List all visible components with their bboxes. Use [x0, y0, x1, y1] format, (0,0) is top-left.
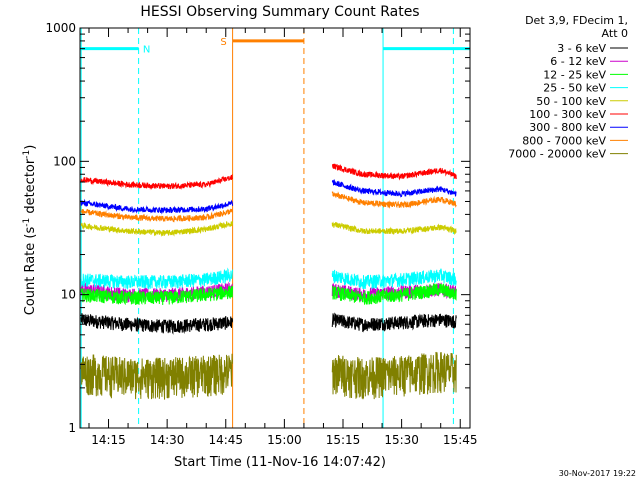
- y-axis-label-sup2: -1: [22, 150, 32, 159]
- footer-timestamp: 30-Nov-2017 19:22: [559, 469, 636, 478]
- y-tick-label: 10: [61, 288, 76, 302]
- legend-label: 6 - 12 keV: [550, 55, 606, 68]
- chart-title: HESSI Observing Summary Count Rates: [140, 4, 419, 20]
- x-tick-label: 15:00: [267, 433, 302, 447]
- x-axis-label: Start Time (11-Nov-16 14:07:42): [174, 455, 386, 470]
- series-line: [332, 163, 457, 181]
- legend-label: 3 - 6 keV: [557, 42, 606, 55]
- x-tick-label: 14:15: [91, 433, 126, 447]
- series-line: [331, 191, 457, 209]
- series-line: [80, 221, 234, 237]
- legend-header: Att 0: [602, 27, 628, 40]
- series-line: [80, 353, 234, 400]
- y-tick-label: 1000: [45, 21, 76, 35]
- y-axis-label-main: Count Rate (s: [23, 227, 38, 316]
- series-line: [80, 208, 234, 223]
- marker-label: S: [220, 37, 226, 48]
- series-line: [80, 173, 233, 191]
- legend-label: 7000 - 20000 keV: [508, 148, 606, 161]
- x-tick-label: 14:30: [150, 433, 185, 447]
- series-line: [331, 221, 457, 236]
- y-axis-label-mid: detector: [23, 158, 38, 218]
- y-axis-label-sup1: -1: [22, 218, 32, 227]
- x-tick-label: 15:30: [384, 433, 419, 447]
- y-axis-label: Count Rate (s-1 detector-1): [22, 145, 38, 316]
- series-line: [331, 312, 457, 333]
- series-line: [331, 351, 457, 400]
- y-axis-label-end: ): [23, 145, 38, 150]
- series-line: [80, 267, 234, 290]
- x-tick-label: 15:15: [326, 433, 361, 447]
- y-tick-label: 100: [53, 154, 76, 168]
- legend-label: 12 - 25 keV: [543, 68, 606, 81]
- y-tick-label: 1: [68, 421, 76, 435]
- legend-label: 100 - 300 keV: [529, 108, 606, 121]
- legend-label: 50 - 100 keV: [536, 95, 606, 108]
- series-line: [331, 179, 457, 198]
- series-line: [80, 285, 234, 306]
- legend-label: 800 - 7000 keV: [522, 134, 606, 147]
- x-tick-label: 14:45: [208, 433, 243, 447]
- series-line: [80, 198, 234, 215]
- plot-frame: [79, 27, 471, 429]
- marker-label: N: [143, 45, 150, 56]
- legend-label: 300 - 800 keV: [529, 121, 606, 134]
- legend-header: Det 3,9, FDecim 1,: [525, 14, 628, 27]
- series-line: [80, 313, 234, 335]
- legend-label: 25 - 50 keV: [543, 82, 606, 95]
- series-line: [331, 268, 457, 290]
- x-tick-label: 15:45: [443, 433, 478, 447]
- series-line: [331, 283, 457, 305]
